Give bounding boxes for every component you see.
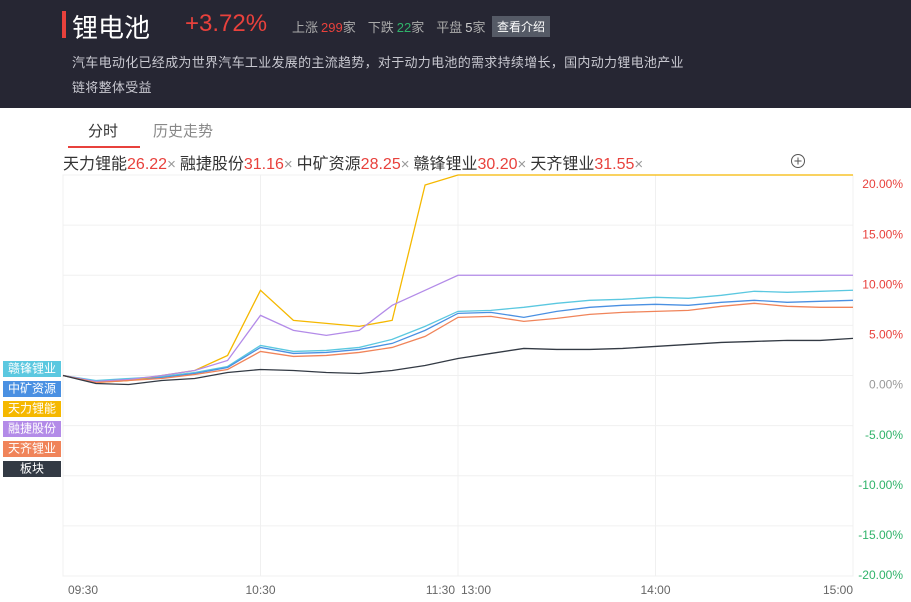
series-line — [62, 302, 853, 384]
chip: 天齐锂业31.55× — [530, 150, 643, 174]
stat: 平盘 5家 — [436, 17, 485, 36]
chip-price: 31.55 — [594, 156, 635, 173]
description: 汽车电动化已经成为世界汽车工业发展的主流趋势，对于动力电池的需求持续增长，国内动… — [72, 55, 684, 95]
change: +3.72% — [185, 10, 268, 37]
series-line — [62, 274, 853, 383]
x-tick-label: 14:00 — [640, 583, 670, 597]
y-tick-label: -5.00% — [865, 428, 903, 442]
chip-close[interactable]: × — [517, 156, 527, 173]
stat-unit: 家 — [472, 20, 486, 35]
title: 锂电池 — [72, 13, 151, 43]
legend-swatch — [3, 381, 61, 397]
y-tick-label: 15.00% — [862, 227, 903, 241]
tab-underline — [68, 146, 140, 148]
stat-unit: 家 — [411, 20, 425, 35]
add-icon[interactable] — [791, 154, 805, 168]
y-tick-label: -20.00% — [858, 568, 903, 582]
chip-close[interactable]: × — [634, 156, 644, 173]
header: 锂电池 +3.72% 上涨 299家 下跌 22家 平盘 5家 查看介绍 汽车电动化已经成… — [0, 0, 911, 108]
chip-close[interactable]: × — [283, 156, 293, 173]
legend-swatch — [3, 421, 61, 437]
chip-close[interactable]: × — [167, 156, 176, 173]
legend-label: 赣锋锂业 — [8, 361, 56, 376]
chip: 中矿资源28.25× — [297, 150, 410, 174]
chip-price: 30.20 — [477, 156, 518, 173]
legend-label: 天齐锂业 — [8, 441, 56, 456]
x-tick-label: 13:00 — [461, 583, 491, 597]
add-icon-plus — [794, 157, 802, 165]
legend-label: 中矿资源 — [8, 381, 56, 396]
y-tick-label: 10.00% — [862, 277, 903, 291]
intro-button[interactable]: 查看介绍 — [492, 16, 551, 37]
tab[interactable]: 历史走势 — [153, 123, 214, 140]
series-line — [62, 289, 854, 382]
chip-name: 融捷股份 — [179, 156, 244, 173]
legend-label: 融捷股份 — [8, 422, 56, 436]
chip-close[interactable]: × — [400, 156, 410, 173]
chip: 融捷股份31.16× — [180, 150, 293, 174]
accent-bar — [62, 11, 66, 38]
x-tick-label: 10:30 — [245, 583, 275, 597]
y-tick-label: -15.00% — [858, 528, 903, 542]
tab[interactable]: 分时 — [88, 123, 119, 140]
chip-name: 赣锋锂业 — [413, 156, 478, 173]
stats: 上涨 299家 下跌 22家 平盘 5家 — [292, 17, 486, 36]
chip: 赣锋锂业30.20× — [413, 150, 526, 174]
legend-swatch — [3, 461, 61, 477]
stat-count: 22 — [396, 20, 412, 35]
x-tick-label: 15:00 — [823, 583, 853, 597]
stat-unit: 家 — [342, 20, 356, 35]
chip-name: 天齐锂业 — [530, 156, 595, 173]
legend-swatch — [3, 361, 61, 377]
stat-count: 5 — [465, 20, 473, 35]
legend-swatch — [3, 441, 61, 457]
y-tick-label: -10.00% — [858, 478, 903, 492]
chip-price: 28.25 — [360, 156, 401, 173]
chips: 天力锂能26.22× 融捷股份31.16× 中矿资源28.25× 赣锋锂业30.20×… — [63, 150, 643, 174]
legend-swatch — [3, 401, 61, 417]
chip-price: 31.16 — [243, 156, 284, 173]
stat: 下跌 22家 — [368, 17, 425, 36]
y-tick-label: 5.00% — [869, 328, 903, 342]
stat-label: 下跌 — [367, 20, 394, 35]
x-tick-label: 11:30 — [426, 583, 455, 597]
stat-label: 平盘 — [436, 20, 463, 35]
x-tick-label: 09:30 — [68, 583, 98, 597]
series-line — [62, 337, 854, 386]
chip-name: 天力锂能 — [63, 156, 128, 173]
legend-label: 板块 — [20, 462, 44, 476]
y-tick-label: 0.00% — [869, 378, 903, 392]
chip-name: 中矿资源 — [296, 156, 361, 173]
stat: 上涨 299家 — [292, 17, 356, 36]
chip: 天力锂能26.22× — [63, 150, 176, 174]
chip-price: 26.22 — [127, 156, 168, 173]
series-line — [62, 299, 854, 383]
stat-count: 299 — [321, 20, 343, 35]
stat-label: 上涨 — [292, 20, 319, 35]
legend-label: 天力锂能 — [8, 401, 56, 416]
y-tick-label: 20.00% — [862, 177, 903, 191]
